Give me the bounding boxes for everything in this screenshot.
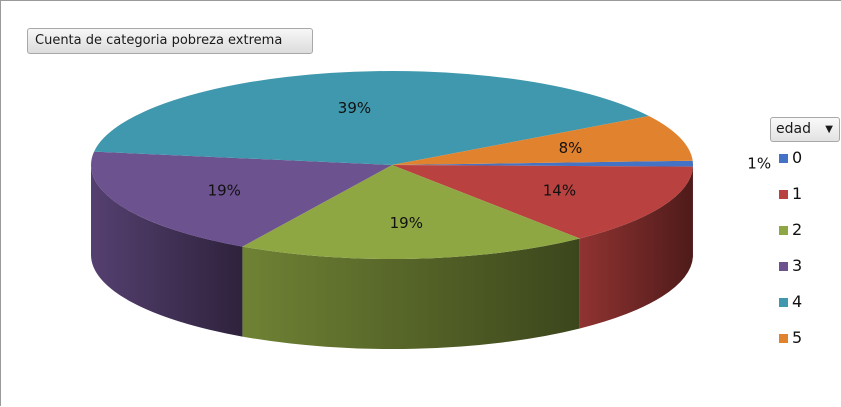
legend-swatch <box>779 154 788 163</box>
legend-label: 5 <box>792 329 802 347</box>
legend-swatch <box>779 190 788 199</box>
legend-label: 4 <box>792 293 802 311</box>
legend-filter-button[interactable]: edad ▼ <box>770 117 840 142</box>
legend: 0 1 2 3 4 5 <box>779 149 802 365</box>
data-label-0: 1% <box>747 154 771 172</box>
chevron-down-icon[interactable]: ▼ <box>825 118 833 141</box>
legend-swatch <box>779 226 788 235</box>
legend-label: 0 <box>792 149 802 167</box>
legend-label: 3 <box>792 257 802 275</box>
legend-item-5: 5 <box>779 329 802 365</box>
legend-item-3: 3 <box>779 257 802 293</box>
legend-item-0: 0 <box>779 149 802 185</box>
legend-title: edad <box>776 121 811 137</box>
legend-item-1: 1 <box>779 185 802 221</box>
legend-swatch <box>779 298 788 307</box>
legend-swatch <box>779 262 788 271</box>
legend-item-2: 2 <box>779 221 802 257</box>
data-label-3: 19% <box>208 182 241 200</box>
data-label-5: 8% <box>559 139 583 157</box>
data-label-2: 19% <box>390 214 423 232</box>
data-label-1: 14% <box>543 182 576 200</box>
legend-label: 1 <box>792 185 802 203</box>
legend-item-4: 4 <box>779 293 802 329</box>
legend-label: 2 <box>792 221 802 239</box>
legend-swatch <box>779 334 788 343</box>
data-label-4: 39% <box>338 99 371 117</box>
